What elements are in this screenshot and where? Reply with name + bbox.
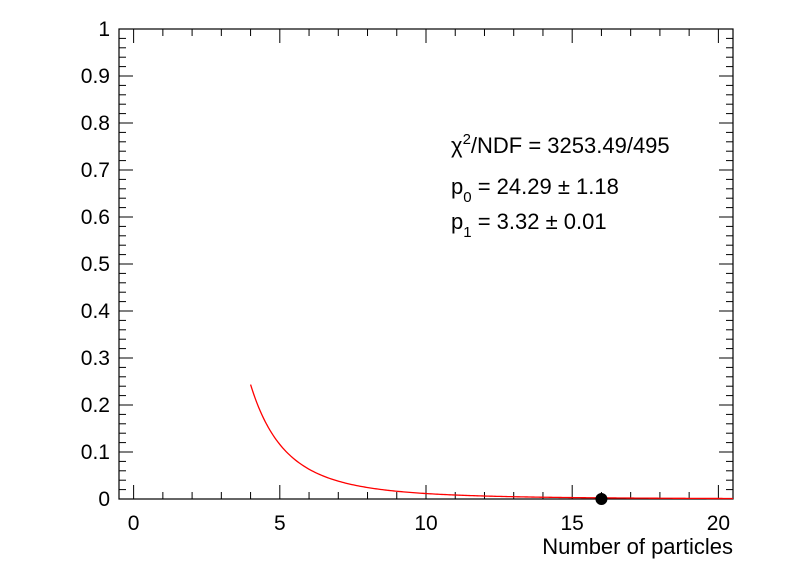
stats-p1: p1 = 3.32 ± 0.01 xyxy=(451,209,607,241)
y-tick-label: 0.6 xyxy=(81,206,110,229)
x-tick-label: 5 xyxy=(274,512,286,535)
x-tick-label: 0 xyxy=(128,512,140,535)
y-tick-label: 0.2 xyxy=(81,394,110,417)
y-tick-label: 0.5 xyxy=(81,253,110,276)
y-tick-label: 0.3 xyxy=(81,347,110,370)
y-tick-label: 0.4 xyxy=(81,300,111,323)
x-tick-label: 20 xyxy=(707,512,730,535)
y-tick-label: 1 xyxy=(98,18,110,41)
y-tick-label: 0.1 xyxy=(81,441,110,464)
plot-frame xyxy=(118,28,734,500)
stats-p0: p0 = 24.29 ± 1.18 xyxy=(451,174,619,206)
axis-ticks xyxy=(119,28,733,500)
data-points xyxy=(595,493,608,505)
fit-curve xyxy=(249,384,734,500)
y-tick-label: 0 xyxy=(98,488,110,511)
y-tick-label: 0.7 xyxy=(81,159,110,182)
x-axis-title: Number of particles xyxy=(542,534,733,559)
stats-box: χ2/NDF = 3253.49/495 p0 = 24.29 ± 1.18 p… xyxy=(451,131,670,241)
axis-tick-labels: 0 5 10 15 20 0 0.1 0.2 0.3 0.4 0.5 0.6 0.7 0.8 0.9 1 xyxy=(81,18,730,535)
x-tick-label: 15 xyxy=(561,512,584,535)
data-point xyxy=(595,493,608,505)
x-tick-label: 10 xyxy=(414,512,437,535)
y-tick-label: 0.8 xyxy=(81,112,110,135)
stats-chi2: χ2/NDF = 3253.49/495 xyxy=(451,131,670,158)
y-tick-label: 0.9 xyxy=(81,65,110,88)
